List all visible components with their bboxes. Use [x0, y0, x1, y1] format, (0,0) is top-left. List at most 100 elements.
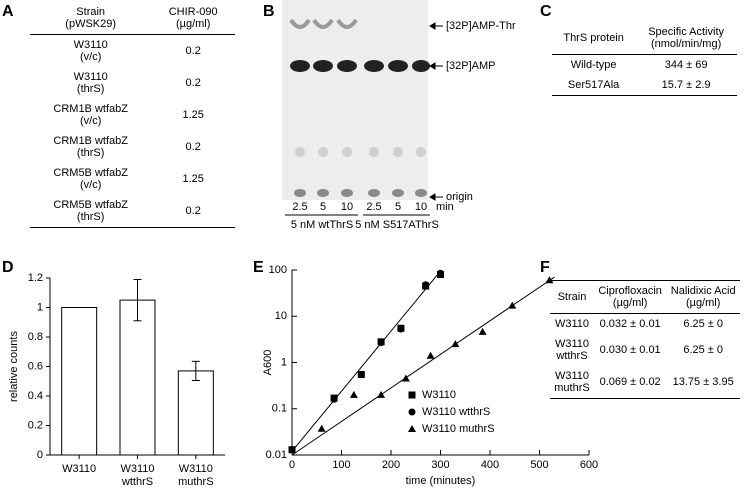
x-tick-label: 0	[289, 459, 295, 471]
error-bar	[133, 278, 142, 322]
cell-text: 0.030 ± 0.01	[599, 344, 661, 356]
bar	[61, 307, 98, 456]
lane-label: 5	[320, 201, 326, 213]
header-cell: Strain	[550, 281, 594, 314]
cell-text: W3110	[73, 71, 108, 83]
cell-text: 0.032 ± 0.01	[599, 318, 661, 330]
lane-label: 10	[415, 201, 427, 213]
table-cell: 0.2	[151, 195, 235, 228]
marker-triangle	[349, 390, 358, 398]
table-row: W3110 (thrS) 0.2	[30, 67, 235, 99]
table-row: CRM5B wtfabZ (v/c) 1.25	[30, 163, 235, 195]
marker-circle	[377, 339, 385, 347]
x-tick-label: W3110	[62, 463, 97, 475]
cell-text: muthrS	[554, 382, 590, 394]
header-text: Ciprofloxacin	[598, 285, 662, 297]
table-cell: 0.2	[151, 35, 235, 68]
y-tick-label: 0.8	[28, 331, 43, 343]
table-cell: CRM5B wtfabZ (thrS)	[30, 195, 151, 228]
cell-text: (v/c)	[79, 115, 102, 127]
panel-label: A	[2, 3, 14, 20]
table-cell: 0.030 ± 0.01	[594, 334, 666, 366]
y-axis-label: A600	[262, 350, 274, 376]
table-cell: 0.032 ± 0.01	[594, 314, 666, 335]
header-text: CHIR-090	[168, 6, 218, 18]
cell-text: (thrS)	[76, 147, 105, 159]
lane-unit: min	[436, 201, 454, 213]
band-label: [32P]AMP-Thr	[446, 20, 516, 32]
header-text: Specific Activity	[648, 26, 725, 38]
x-tick-label: W3110 wtthrS	[120, 463, 155, 488]
cell-text: CRM5B wtfabZ	[53, 167, 128, 179]
table-row: W3110 (v/c) 0.2	[30, 35, 235, 68]
marker-triangle	[545, 276, 554, 284]
cell-text: 0.2	[185, 77, 201, 89]
x-tick-label: W3110 muthrS	[178, 463, 214, 488]
marker-triangle	[478, 327, 487, 335]
lane-group: 5 nM wtThrS	[291, 219, 353, 231]
table-body: Wild-type 344 ± 69 Ser517Ala 15.7 ± 2.9	[552, 55, 737, 96]
table-row: W3110 wtthrS 0.030 ± 0.01 6.25 ± 0	[550, 334, 740, 366]
gel-origin	[294, 189, 427, 197]
gel-bands-thr	[289, 18, 358, 29]
trend-line	[291, 270, 441, 452]
lane-label: 2.5	[292, 201, 307, 213]
table-cell: Ser517Ala	[552, 75, 635, 96]
cell-text: CRM5B wtfabZ	[53, 199, 128, 211]
x-tick-label: 300	[431, 459, 449, 471]
cell-text: Wild-type	[570, 59, 617, 71]
cell-text: 0.2	[185, 45, 201, 57]
cell-text: (v/c)	[79, 179, 102, 191]
y-tick-label: 0.6	[28, 360, 43, 372]
table-row: CRM5B wtfabZ (thrS) 0.2	[30, 195, 235, 228]
cell-text: 0.2	[185, 141, 201, 153]
y-tick-label: 10	[275, 310, 287, 322]
y-tick-label: 1.2	[28, 272, 43, 284]
y-tick-label: 0.4	[28, 390, 43, 402]
marker-triangle	[401, 374, 410, 382]
cell-text: CRM1B wtfabZ	[53, 135, 128, 147]
band-label: origin	[446, 191, 473, 203]
table-header: ThrS protein Specific Activity (nmol/min/m…	[552, 22, 737, 55]
cell-text: W3110	[554, 338, 589, 350]
marker-square	[357, 371, 365, 379]
table-row: CRM1B wtfabZ (thrS) 0.2	[30, 131, 235, 163]
table-header: Strain Ciprofloxacin (µg/ml) Nalidixic Acid…	[550, 281, 740, 314]
table: Strain Ciprofloxacin (µg/ml) Nalidixic Acid…	[550, 280, 740, 399]
gel-bands-amp	[290, 60, 430, 72]
y-tick-label: 0.01	[266, 449, 287, 461]
header-cell: CHIR-090 (µg/ml)	[151, 2, 235, 35]
table-cell: 13.75 ± 3.95	[666, 366, 740, 399]
cell-text: (thrS)	[76, 83, 105, 95]
table-cell: W3110 muthrS	[550, 366, 594, 399]
table-row: CRM1B wtfabZ (v/c) 1.25	[30, 99, 235, 131]
cell-text: W3110	[554, 318, 589, 330]
panel-label: D	[2, 259, 14, 276]
header-row: Strain Ciprofloxacin (µg/ml) Nalidixic Acid…	[550, 281, 740, 314]
cell-text: 344 ± 69	[664, 59, 708, 71]
cell-text: (v/c)	[79, 51, 102, 63]
legend-label: W3110 muthrS	[422, 423, 495, 435]
marker-circle	[330, 395, 338, 403]
table-cell: 6.25 ± 0	[666, 334, 740, 366]
header-text: (µg/ml)	[685, 297, 721, 309]
table: Strain (pWSK29) CHIR-090 (µg/ml) W3110 (v/c) 0…	[30, 2, 235, 228]
marker-triangle	[451, 340, 460, 348]
panel-label: B	[263, 3, 275, 20]
bar	[119, 299, 156, 456]
table-cell: W3110	[550, 314, 594, 335]
cell-text: Ser517Ala	[567, 79, 620, 91]
gel-spots	[295, 147, 426, 157]
marker-triangle	[508, 301, 517, 309]
table-cell: W3110 (v/c)	[30, 35, 151, 68]
panel-label: F	[540, 259, 550, 276]
gel: [32P]AMP-Thr [32P]AMP origin 2.5 5 10 2.…	[282, 0, 516, 231]
table-row: Wild-type 344 ± 69	[552, 55, 737, 76]
table-cell: 344 ± 69	[635, 55, 737, 76]
header-text: ThrS protein	[563, 32, 624, 44]
table-body: W3110 0.032 ± 0.01 6.25 ± 0 W3110 wtthrS 0.03…	[550, 314, 740, 399]
error-bar	[191, 360, 200, 382]
cell-text: 6.25 ± 0	[683, 344, 724, 356]
x-tick-label: 600	[580, 459, 598, 471]
gel-arrows	[285, 22, 443, 216]
